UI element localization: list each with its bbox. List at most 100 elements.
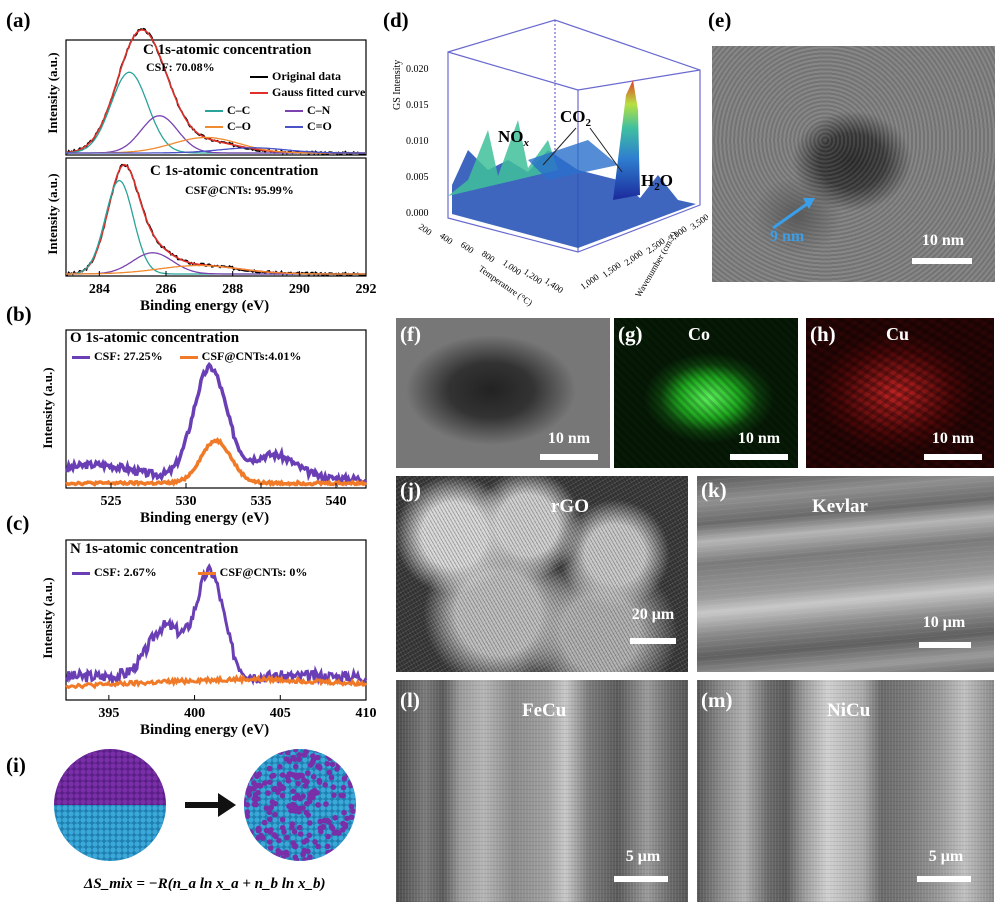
atom-dot bbox=[250, 753, 257, 760]
entropy-illustration bbox=[54, 749, 356, 861]
atom-dot bbox=[249, 844, 256, 851]
panel-label-k: (k) bbox=[701, 478, 727, 502]
atom-dot bbox=[279, 792, 286, 799]
scale-bar bbox=[912, 258, 972, 264]
material-kevlar: Kevlar bbox=[812, 496, 868, 517]
atom-dot bbox=[324, 761, 331, 767]
atom-dot bbox=[269, 773, 275, 780]
atom-dot bbox=[306, 820, 313, 826]
scale-bar bbox=[924, 454, 982, 460]
atom-dot bbox=[284, 774, 291, 780]
atom-dot bbox=[337, 854, 343, 861]
scale-label: 5 μm bbox=[625, 848, 661, 865]
atom-dot bbox=[244, 813, 251, 819]
atom-dot bbox=[275, 789, 281, 796]
atom-dot bbox=[299, 772, 305, 779]
y-tick-label: 1,000 bbox=[578, 272, 601, 292]
panel-label-b: (b) bbox=[6, 302, 32, 326]
atom-dot bbox=[330, 784, 337, 790]
material-nicu: NiCu bbox=[827, 700, 871, 721]
atom-dot bbox=[345, 842, 351, 849]
atom-dot bbox=[244, 809, 251, 815]
nicu-sem-image: (m) NiCu 5 μm bbox=[697, 680, 994, 902]
atom-dot bbox=[268, 804, 274, 811]
atom-dot bbox=[349, 835, 356, 842]
sphere-separated bbox=[54, 749, 166, 861]
atom-dot bbox=[259, 749, 266, 753]
atom-dot bbox=[292, 749, 299, 753]
atom-dot bbox=[322, 782, 329, 788]
atom-dot bbox=[290, 807, 297, 814]
atom-dot bbox=[268, 852, 274, 859]
x-tick-label: 1,400 bbox=[543, 275, 566, 295]
atom-dot bbox=[345, 771, 352, 778]
atom-dot bbox=[331, 792, 337, 798]
atom-dot bbox=[255, 782, 262, 789]
tick-label: 395 bbox=[98, 706, 119, 721]
tem-image: 9 nm 10 nm bbox=[712, 46, 995, 282]
tick-label: 290 bbox=[289, 282, 310, 297]
panel-label-a: (a) bbox=[6, 8, 31, 32]
atom-dot bbox=[244, 780, 249, 787]
x-tick-label: 400 bbox=[438, 230, 455, 246]
tick-label: 286 bbox=[156, 282, 177, 297]
atom-dot bbox=[349, 846, 356, 852]
atom-dot bbox=[302, 857, 308, 861]
atom-dot bbox=[283, 849, 290, 856]
atom-dot bbox=[312, 790, 318, 797]
atom-dot bbox=[324, 843, 331, 850]
a-xlabel: Binding energy (eV) bbox=[140, 298, 270, 314]
scale-label: 20 μm bbox=[631, 606, 675, 623]
scale-label: 10 nm bbox=[931, 430, 975, 447]
atom-dot bbox=[328, 823, 335, 830]
atom-dot bbox=[348, 803, 355, 810]
atom-dot bbox=[301, 752, 308, 758]
series-line bbox=[65, 361, 368, 488]
atom-dot bbox=[244, 796, 247, 803]
atom-dot bbox=[259, 749, 266, 752]
scale-bar bbox=[614, 876, 668, 882]
chart-a-bottom: 284 286 288 290 292 bbox=[65, 157, 377, 297]
atom-dot bbox=[271, 832, 278, 838]
atom-dot bbox=[284, 749, 291, 756]
tick-label: 288 bbox=[222, 282, 243, 297]
scale-bar bbox=[630, 638, 676, 644]
arrow-icon bbox=[185, 793, 236, 817]
atom-dot bbox=[268, 827, 274, 833]
element-co: Co bbox=[688, 324, 710, 344]
panel-label-j: (j) bbox=[400, 478, 421, 502]
scale-label: 10 μm bbox=[922, 614, 966, 631]
atom-dot bbox=[250, 764, 257, 771]
atom-dot bbox=[278, 749, 284, 755]
atom-dot bbox=[256, 771, 262, 777]
kevlar-sem-image: (k) Kevlar 10 μm bbox=[697, 476, 994, 672]
atom-dot bbox=[250, 849, 256, 856]
atom-dot bbox=[296, 756, 302, 763]
series-line bbox=[65, 163, 367, 277]
chart-c: 395 400 405 410 bbox=[64, 539, 377, 721]
atom-dot bbox=[293, 763, 299, 770]
atom-dot bbox=[340, 820, 346, 827]
species-h2o: H2O bbox=[641, 171, 673, 193]
atom-dot bbox=[338, 792, 345, 799]
atom-dot bbox=[255, 835, 261, 841]
tick-label: 535 bbox=[251, 494, 272, 509]
x-tick-label: 600 bbox=[459, 239, 476, 255]
atom-dot bbox=[329, 761, 336, 768]
atom-dot bbox=[260, 856, 266, 861]
a-bot-title: C 1s-atomic concentration bbox=[150, 163, 319, 179]
atom-dot bbox=[320, 749, 326, 754]
atom-dot bbox=[317, 765, 323, 771]
atom-dot bbox=[283, 756, 290, 762]
atom-dot bbox=[297, 795, 303, 802]
c-xlabel: Binding energy (eV) bbox=[140, 722, 270, 738]
atom-dot bbox=[293, 857, 300, 861]
atom-dot bbox=[293, 774, 299, 780]
co-map: (g) Co 10 nm bbox=[614, 318, 798, 468]
atom-dot bbox=[348, 814, 355, 820]
panel-label-h: (h) bbox=[810, 322, 836, 346]
element-cu: Cu bbox=[886, 324, 910, 344]
panel-label-m: (m) bbox=[701, 688, 733, 712]
atom-dot bbox=[325, 849, 332, 856]
atom-dot bbox=[350, 808, 356, 814]
